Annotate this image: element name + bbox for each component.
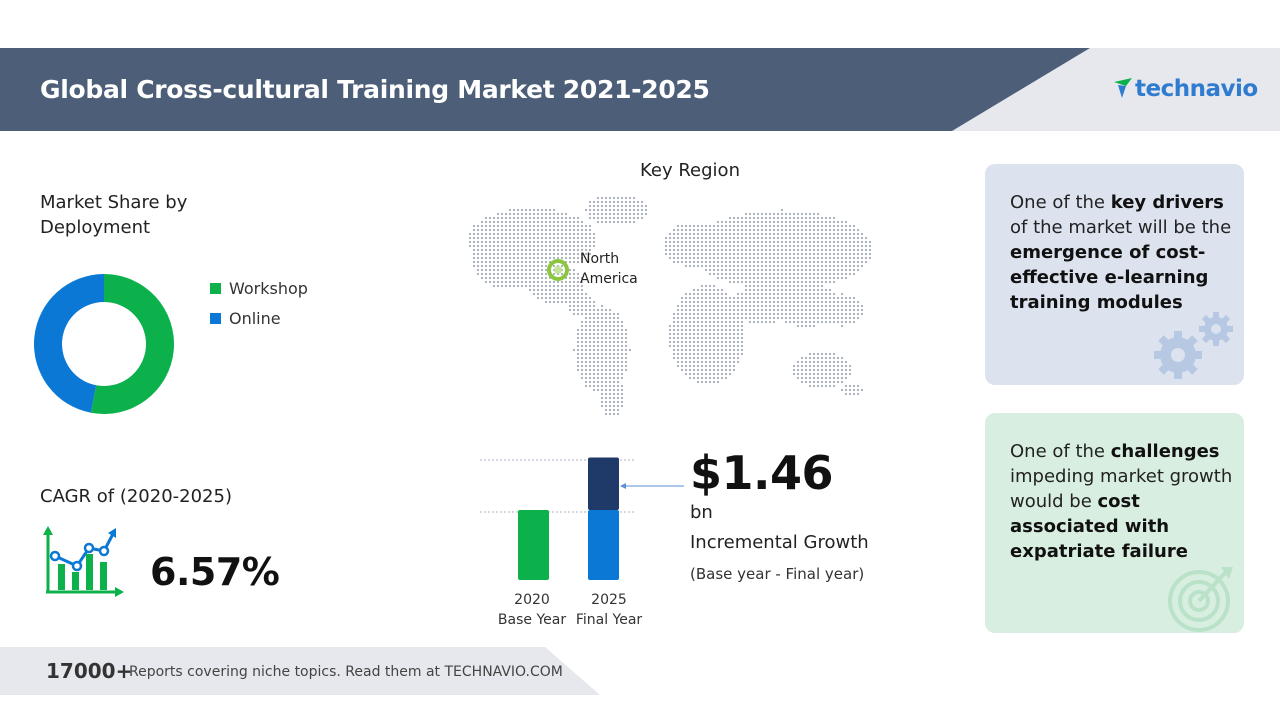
- cagr-label: CAGR of (2020-2025): [40, 486, 232, 507]
- bar-base-2020: [518, 510, 549, 580]
- region-marker: [547, 259, 569, 281]
- bar-base-2025: [588, 510, 619, 580]
- legend-label-workshop: Workshop: [229, 278, 308, 298]
- donut-slice-online: [33, 274, 104, 413]
- legend-label-online: Online: [229, 308, 281, 328]
- logo-text: technavio: [1135, 76, 1258, 102]
- challenges-text: One of the challenges impeding market gr…: [1010, 441, 1233, 562]
- world-map: [468, 196, 872, 416]
- region-label: North America: [580, 251, 638, 287]
- challenges-card: One of the challenges impeding market gr…: [985, 413, 1244, 633]
- footer-link-text[interactable]: Reports covering niche topics. Read them…: [129, 664, 563, 680]
- growth-chart-icon: [43, 526, 124, 597]
- key-region-title: Key Region: [640, 160, 740, 181]
- year-label-2020: 2020 Base Year: [487, 590, 577, 630]
- market-share-donut: [33, 274, 174, 414]
- technavio-logo-icon: [1114, 78, 1132, 98]
- workshop-swatch: [210, 282, 221, 294]
- drivers-text: One of the key drivers of the market wil…: [1010, 192, 1232, 313]
- header-banner: [0, 48, 1090, 131]
- online-swatch: [210, 312, 221, 324]
- year-2020-caption: Base Year: [497, 612, 567, 628]
- year-2025: 2025: [591, 592, 627, 608]
- bar-growth-2025: [588, 457, 619, 510]
- gears-icon: [1154, 312, 1233, 379]
- donut-slice-workshop: [90, 274, 174, 414]
- growth-label: Incremental Growth: [690, 532, 869, 553]
- cagr-value: 6.57%: [150, 550, 280, 594]
- growth-bar-chart: [480, 457, 684, 580]
- technavio-logo[interactable]: technavio: [1114, 76, 1258, 102]
- footer-count: 17000+: [46, 659, 133, 683]
- legend-item-workshop: Workshop: [210, 273, 308, 303]
- growth-unit: bn: [690, 502, 713, 523]
- drivers-card: One of the key drivers of the market wil…: [985, 164, 1244, 385]
- growth-period: (Base year - Final year): [690, 565, 865, 583]
- year-2025-caption: Final Year: [575, 612, 643, 628]
- market-share-title: Market Share by Deployment: [40, 192, 188, 238]
- market-share-legend: Workshop Online: [210, 273, 308, 333]
- world-map-dots: [468, 196, 872, 416]
- year-2020: 2020: [514, 592, 550, 608]
- target-icon: [1168, 567, 1233, 632]
- year-label-2025: 2025 Final Year: [564, 590, 654, 630]
- page-title: Global Cross-cultural Training Market 20…: [40, 75, 710, 104]
- growth-value: $1.46: [690, 446, 834, 500]
- legend-item-online: Online: [210, 303, 308, 333]
- footer-band: [0, 647, 600, 695]
